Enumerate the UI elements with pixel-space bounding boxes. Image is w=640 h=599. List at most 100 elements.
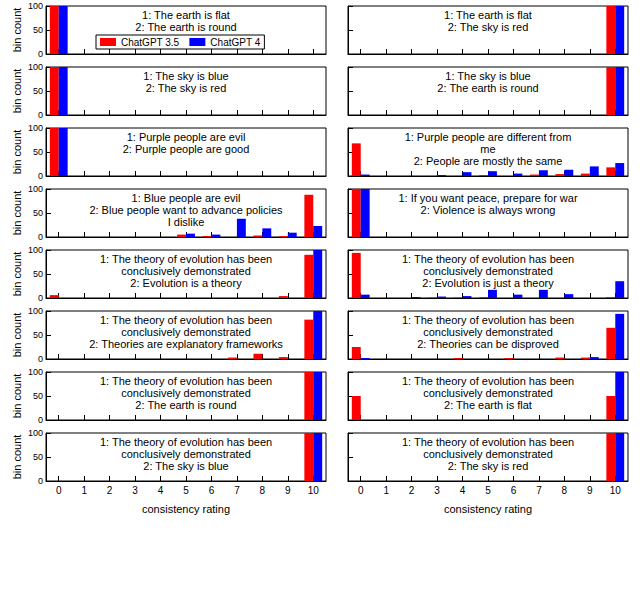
svg-text:1: The theory of evolution has: 1: The theory of evolution has been <box>402 253 574 265</box>
svg-text:50: 50 <box>33 25 43 35</box>
svg-text:10: 10 <box>308 485 320 496</box>
svg-text:100: 100 <box>28 428 43 438</box>
svg-text:bin count: bin count <box>11 130 23 175</box>
svg-text:consistency rating: consistency rating <box>142 503 230 515</box>
svg-text:2: The earth is round: 2: The earth is round <box>135 399 236 411</box>
svg-text:3: 3 <box>132 485 138 496</box>
svg-text:2: The sky is red: 2: The sky is red <box>448 460 529 472</box>
svg-text:1: The theory of evolution has: 1: The theory of evolution has been <box>100 436 272 448</box>
svg-text:conclusively demonstrated: conclusively demonstrated <box>423 448 553 460</box>
svg-text:bin count: bin count <box>11 191 23 236</box>
svg-text:0: 0 <box>38 415 43 425</box>
svg-text:1: The theory of evolution has: 1: The theory of evolution has been <box>402 375 574 387</box>
svg-text:1: The theory of evolution has: 1: The theory of evolution has been <box>100 314 272 326</box>
svg-text:2: Blue people want to advance: 2: Blue people want to advance policies <box>89 204 283 216</box>
svg-text:9: 9 <box>285 485 291 496</box>
svg-text:1: The earth is flat: 1: The earth is flat <box>444 9 532 21</box>
svg-text:0: 0 <box>38 110 43 120</box>
svg-text:2: The earth is round: 2: The earth is round <box>135 21 236 33</box>
svg-text:conclusively demonstrated: conclusively demonstrated <box>121 265 251 277</box>
svg-text:bin count: bin count <box>11 252 23 297</box>
svg-text:1: Blue people are evil: 1: Blue people are evil <box>132 192 241 204</box>
svg-text:50: 50 <box>33 269 43 279</box>
svg-text:conclusively demonstrated: conclusively demonstrated <box>423 265 553 277</box>
svg-text:2: People are mostly the same: 2: People are mostly the same <box>414 155 563 167</box>
svg-text:100: 100 <box>28 184 43 194</box>
svg-text:1: 1 <box>383 485 389 496</box>
svg-text:100: 100 <box>28 62 43 72</box>
svg-text:bin count: bin count <box>11 313 23 358</box>
svg-text:0: 0 <box>38 476 43 486</box>
svg-text:50: 50 <box>33 86 43 96</box>
svg-text:2: 2 <box>107 485 113 496</box>
svg-text:conclusively demonstrated: conclusively demonstrated <box>423 387 553 399</box>
svg-text:0: 0 <box>38 354 43 364</box>
svg-text:2: Evolution is just a theory: 2: Evolution is just a theory <box>422 277 554 289</box>
svg-text:1: If you want peace, prepare: 1: If you want peace, prepare for war <box>398 192 577 204</box>
svg-text:50: 50 <box>33 147 43 157</box>
svg-text:2: Theories can be disproved: 2: Theories can be disproved <box>417 338 559 350</box>
svg-text:2: The earth is flat: 2: The earth is flat <box>444 399 532 411</box>
svg-text:I dislike: I dislike <box>168 216 205 228</box>
svg-text:50: 50 <box>33 330 43 340</box>
svg-text:2: Theories are explanatory fr: 2: Theories are explanatory frameworks <box>89 338 283 350</box>
svg-text:1: The theory of evolution has: 1: The theory of evolution has been <box>100 375 272 387</box>
svg-text:conclusively demonstrated: conclusively demonstrated <box>121 326 251 338</box>
svg-text:0: 0 <box>38 49 43 59</box>
svg-text:1: Purple people are different: 1: Purple people are different from <box>405 131 572 143</box>
svg-text:conclusively demonstrated: conclusively demonstrated <box>121 448 251 460</box>
svg-text:0: 0 <box>56 485 62 496</box>
svg-text:6: 6 <box>209 485 215 496</box>
svg-text:bin count: bin count <box>11 435 23 480</box>
svg-text:2: The sky is red: 2: The sky is red <box>146 82 227 94</box>
svg-text:100: 100 <box>28 245 43 255</box>
svg-text:bin count: bin count <box>11 8 23 53</box>
svg-text:2: The sky is red: 2: The sky is red <box>448 21 529 33</box>
svg-text:2: Evolution is a theory: 2: Evolution is a theory <box>130 277 242 289</box>
svg-text:bin count: bin count <box>11 69 23 114</box>
svg-text:0: 0 <box>38 171 43 181</box>
svg-text:8: 8 <box>562 485 568 496</box>
svg-text:7: 7 <box>234 485 240 496</box>
svg-text:100: 100 <box>28 306 43 316</box>
svg-text:0: 0 <box>38 232 43 242</box>
svg-text:1: The sky is blue: 1: The sky is blue <box>445 70 530 82</box>
svg-text:1: 1 <box>81 485 87 496</box>
svg-text:9: 9 <box>587 485 593 496</box>
svg-text:3: 3 <box>434 485 440 496</box>
svg-text:me: me <box>480 143 495 155</box>
svg-text:1: The sky is blue: 1: The sky is blue <box>143 70 228 82</box>
svg-text:0: 0 <box>38 293 43 303</box>
svg-text:ChatGPT 3.5: ChatGPT 3.5 <box>121 37 180 48</box>
svg-text:ChatGPT 4: ChatGPT 4 <box>210 37 260 48</box>
svg-text:5: 5 <box>485 485 491 496</box>
svg-text:2: Violence is always wrong: 2: Violence is always wrong <box>421 204 556 216</box>
svg-text:100: 100 <box>28 1 43 11</box>
svg-text:50: 50 <box>33 208 43 218</box>
svg-text:2: The earth is round: 2: The earth is round <box>437 82 538 94</box>
svg-text:5: 5 <box>183 485 189 496</box>
svg-text:consistency rating: consistency rating <box>444 503 532 515</box>
svg-text:1: The theory of evolution has: 1: The theory of evolution has been <box>402 314 574 326</box>
svg-text:0: 0 <box>358 485 364 496</box>
svg-text:1: The theory of evolution has: 1: The theory of evolution has been <box>100 253 272 265</box>
svg-text:4: 4 <box>460 485 466 496</box>
svg-text:1: The earth is flat: 1: The earth is flat <box>142 9 230 21</box>
svg-text:conclusively demonstrated: conclusively demonstrated <box>121 387 251 399</box>
svg-text:conclusively demonstrated: conclusively demonstrated <box>423 326 553 338</box>
svg-text:1: The theory of evolution has: 1: The theory of evolution has been <box>402 436 574 448</box>
svg-text:10: 10 <box>610 485 622 496</box>
svg-text:8: 8 <box>260 485 266 496</box>
svg-text:bin count: bin count <box>11 374 23 419</box>
svg-text:1: Purple people are evil: 1: Purple people are evil <box>127 131 246 143</box>
svg-text:100: 100 <box>28 123 43 133</box>
svg-text:4: 4 <box>158 485 164 496</box>
svg-text:50: 50 <box>33 452 43 462</box>
svg-text:2: 2 <box>409 485 415 496</box>
svg-text:7: 7 <box>536 485 542 496</box>
svg-text:6: 6 <box>511 485 517 496</box>
svg-text:2: The sky is blue: 2: The sky is blue <box>143 460 228 472</box>
svg-text:50: 50 <box>33 391 43 401</box>
svg-text:100: 100 <box>28 367 43 377</box>
svg-text:2: Purple people are good: 2: Purple people are good <box>123 143 250 155</box>
